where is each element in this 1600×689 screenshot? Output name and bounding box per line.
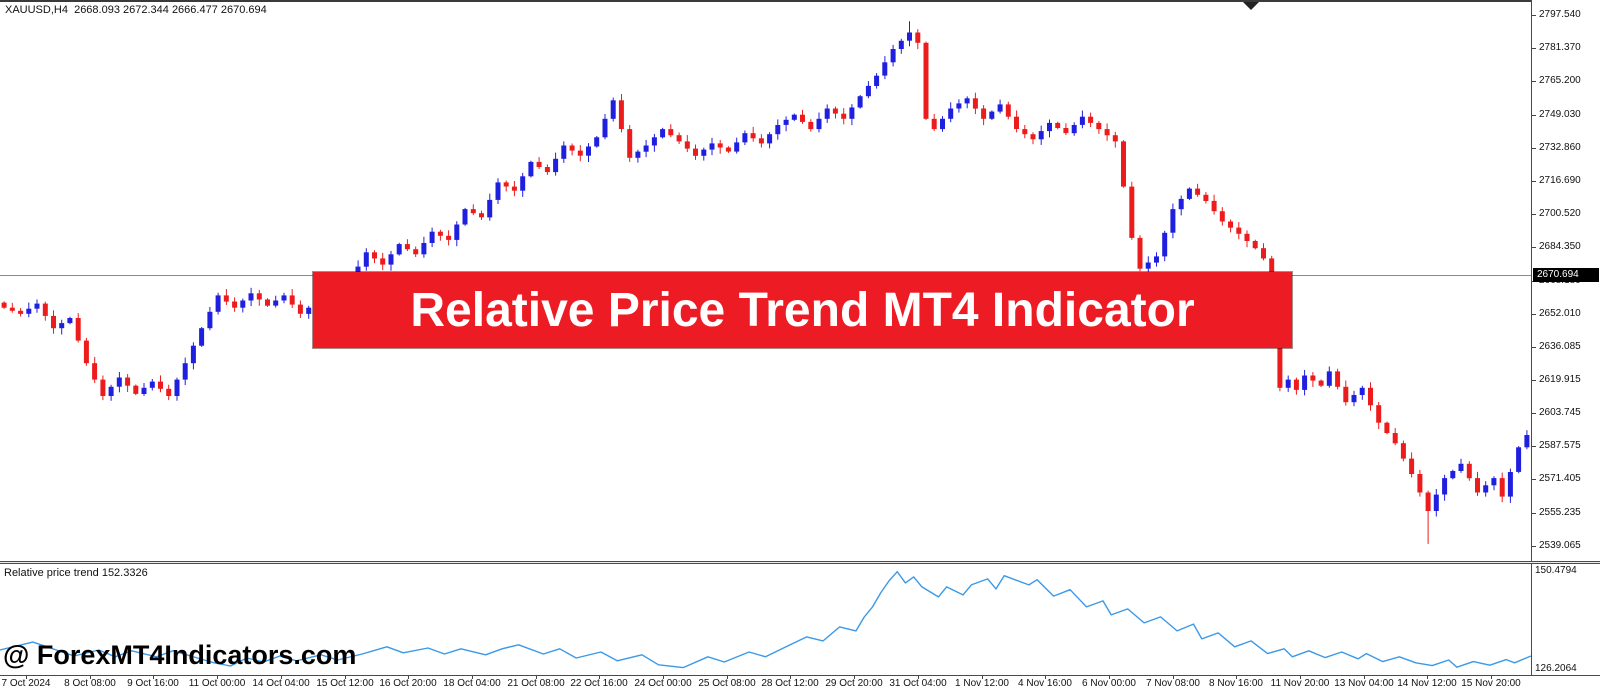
time-axis-tick: [1491, 676, 1492, 679]
time-axis-tick: [536, 676, 537, 679]
indicator-value-label: Relative price trend 152.3326: [4, 567, 148, 579]
time-axis-label: 24 Oct 00:00: [634, 678, 692, 689]
time-axis-label: 31 Oct 04:00: [889, 678, 947, 689]
price-axis-label: 2571.405: [1539, 473, 1581, 484]
pane-splitter[interactable]: [0, 561, 1600, 564]
price-axis-label: 2781.370: [1539, 42, 1581, 53]
time-axis-tick: [790, 676, 791, 679]
time-axis-tick: [281, 676, 282, 679]
time-axis-label: 18 Oct 04:00: [443, 678, 501, 689]
time-axis-label: 1 Nov 12:00: [955, 678, 1009, 689]
price-axis-label: 2700.520: [1539, 208, 1581, 219]
time-axis-label: 28 Oct 12:00: [761, 678, 819, 689]
price-axis-tick: [1532, 347, 1536, 348]
time-axis-label: 11 Oct 00:00: [188, 678, 246, 689]
price-axis-label: 2587.575: [1539, 440, 1581, 451]
chart-top-border: [0, 0, 1532, 2]
time-axis-tick: [1045, 676, 1046, 679]
price-axis-tick: [1532, 15, 1536, 16]
indicator-scale-max: 150.4794: [1535, 565, 1577, 576]
time-axis-tick: [26, 676, 27, 679]
time-axis-tick: [854, 676, 855, 679]
time-axis-tick: [982, 676, 983, 679]
indicator-pane[interactable]: [0, 564, 1531, 675]
time-axis-tick: [599, 676, 600, 679]
price-axis-tick: [1532, 181, 1536, 182]
time-axis-label: 21 Oct 08:00: [507, 678, 565, 689]
price-axis-label: 2732.860: [1539, 142, 1581, 153]
time-axis-tick: [345, 676, 346, 679]
price-axis-tick: [1532, 513, 1536, 514]
time-axis-label: 8 Nov 16:00: [1209, 678, 1263, 689]
time-axis-label: 6 Nov 00:00: [1082, 678, 1136, 689]
time-axis-label: 8 Oct 08:00: [64, 678, 116, 689]
time-axis-tick: [1364, 676, 1365, 679]
time-axis-label: 15 Nov 20:00: [1461, 678, 1521, 689]
price-axis-tick: [1532, 148, 1536, 149]
time-axis-tick: [1300, 676, 1301, 679]
price-axis-label: 2684.350: [1539, 241, 1581, 252]
time-axis-tick: [472, 676, 473, 679]
current-price-tag: 2670.694: [1533, 268, 1599, 282]
time-axis-label: 7 Oct 2024: [1, 678, 51, 689]
time-axis-label: 9 Oct 16:00: [127, 678, 179, 689]
time-axis-tick: [1109, 676, 1110, 679]
watermark-text: @ ForexMT4Indicators.com: [3, 640, 357, 670]
price-axis-label: 2636.085: [1539, 341, 1581, 352]
time-axis-label: 16 Oct 20:00: [379, 678, 437, 689]
price-axis-label: 2652.010: [1539, 308, 1581, 319]
price-axis-tick: [1532, 380, 1536, 381]
time-axis-tick: [90, 676, 91, 679]
time-axis-tick: [663, 676, 664, 679]
price-axis-label: 2619.915: [1539, 374, 1581, 385]
main-price-chart[interactable]: [0, 0, 1531, 561]
price-axis-label: 2749.030: [1539, 109, 1581, 120]
chart-shift-marker-icon[interactable]: [1243, 2, 1259, 10]
price-axis-label: 2797.540: [1539, 9, 1581, 20]
time-axis-tick: [217, 676, 218, 679]
indicator-scale-min: 126.2064: [1535, 663, 1577, 674]
price-axis-tick: [1532, 214, 1536, 215]
time-axis-label: 15 Oct 12:00: [316, 678, 374, 689]
price-axis-tick: [1532, 413, 1536, 414]
price-axis-label: 2539.065: [1539, 540, 1581, 551]
price-axis-tick: [1532, 48, 1536, 49]
symbol-ohlc-label: XAUUSD,H4 2668.093 2672.344 2666.477 267…: [5, 4, 267, 16]
price-axis-tick: [1532, 247, 1536, 248]
candlestick-canvas[interactable]: [0, 0, 1531, 561]
time-axis-tick: [918, 676, 919, 679]
time-axis-label: 7 Nov 08:00: [1146, 678, 1200, 689]
indicator-line-canvas[interactable]: [0, 564, 1531, 675]
time-axis-tick: [408, 676, 409, 679]
price-axis-tick: [1532, 446, 1536, 447]
price-axis-tick: [1532, 81, 1536, 82]
time-axis[interactable]: 7 Oct 2024 8 Oct 08:00 9 Oct 16:00 11 Oct 0…: [0, 675, 1600, 689]
time-axis-label: 11 Nov 20:00: [1270, 678, 1330, 689]
time-axis-tick: [727, 676, 728, 679]
promo-banner-title: Relative Price Trend MT4 Indicator: [410, 283, 1195, 337]
promo-banner: Relative Price Trend MT4 Indicator: [313, 272, 1292, 348]
price-axis-tick: [1532, 314, 1536, 315]
time-axis-tick: [1173, 676, 1174, 679]
time-axis-label: 14 Oct 04:00: [252, 678, 310, 689]
time-axis-tick: [153, 676, 154, 679]
time-axis-label: 25 Oct 08:00: [698, 678, 756, 689]
price-axis-tick: [1532, 115, 1536, 116]
price-axis-tick: [1532, 479, 1536, 480]
time-axis-label: 14 Nov 12:00: [1397, 678, 1457, 689]
price-axis-label: 2555.235: [1539, 507, 1581, 518]
time-axis-tick: [1427, 676, 1428, 679]
time-axis-label: 4 Nov 16:00: [1018, 678, 1072, 689]
price-axis-label: 2765.200: [1539, 75, 1581, 86]
time-axis-label: 22 Oct 16:00: [570, 678, 628, 689]
price-axis-label: 2603.745: [1539, 407, 1581, 418]
time-axis-label: 13 Nov 04:00: [1334, 678, 1394, 689]
time-axis-label: 29 Oct 20:00: [825, 678, 883, 689]
time-axis-tick: [1236, 676, 1237, 679]
price-axis-label: 2716.690: [1539, 175, 1581, 186]
price-axis[interactable]: 2670.694 150.4794 126.2064 2797.540 2781.…: [1531, 0, 1600, 675]
price-axis-tick: [1532, 546, 1536, 547]
